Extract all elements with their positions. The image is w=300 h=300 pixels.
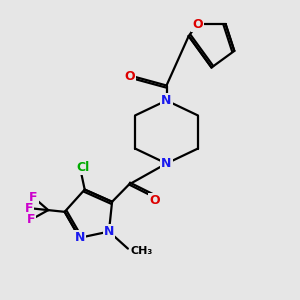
Text: N: N xyxy=(161,94,172,107)
Text: N: N xyxy=(74,231,85,244)
Text: O: O xyxy=(149,194,160,207)
Text: CH₃: CH₃ xyxy=(131,246,153,256)
Text: Cl: Cl xyxy=(76,161,90,174)
Text: N: N xyxy=(161,157,172,170)
Text: F: F xyxy=(27,213,35,226)
Text: O: O xyxy=(124,70,135,83)
Text: F: F xyxy=(25,202,33,214)
Text: F: F xyxy=(29,191,38,204)
Text: N: N xyxy=(104,225,114,238)
Text: O: O xyxy=(192,18,203,31)
